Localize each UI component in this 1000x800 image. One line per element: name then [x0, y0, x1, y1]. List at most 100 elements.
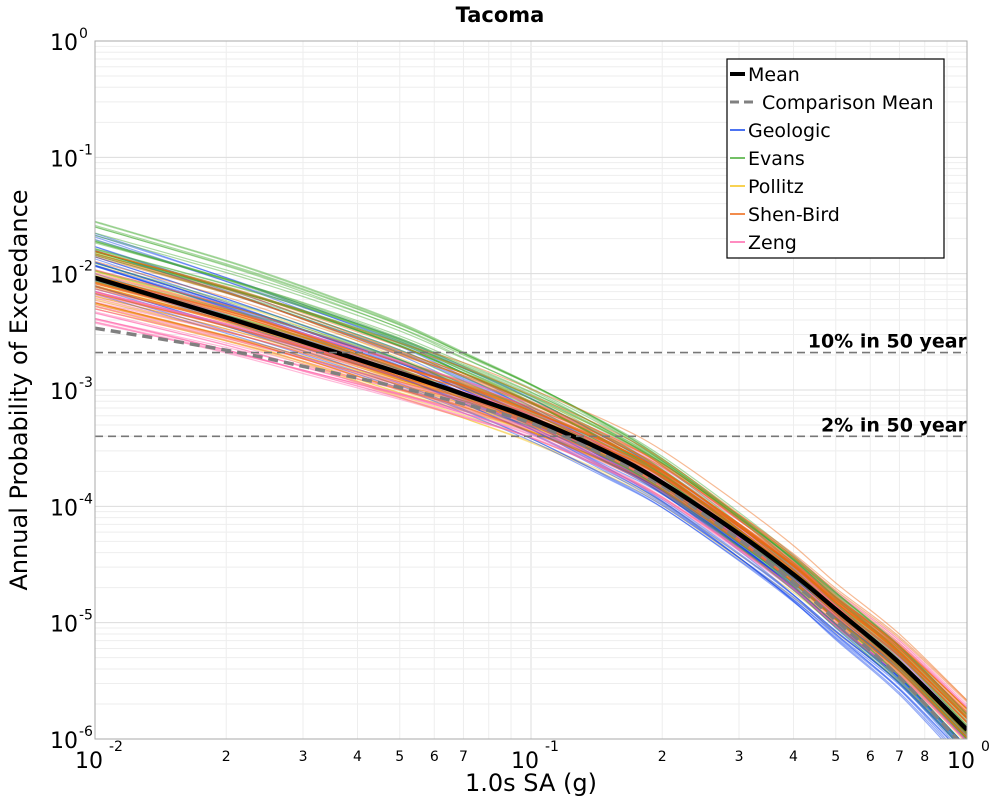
legend-item: Pollitz [730, 176, 804, 198]
x-minor-tick-label: 7 [895, 749, 904, 765]
series-curve [95, 250, 967, 701]
x-minor-tick-label: 5 [831, 749, 840, 765]
series-curve [95, 253, 967, 715]
series-line [95, 290, 967, 723]
x-tick-label: 10 [75, 749, 103, 774]
x-tick-exponent: -2 [109, 739, 123, 755]
x-minor-tick-label: 2 [658, 749, 667, 765]
legend-label: Shen-Bird [748, 204, 840, 226]
series-line [95, 275, 967, 720]
legend-item: Geologic [730, 120, 831, 142]
series-curve [95, 312, 965, 739]
y-tick-exponent: -6 [79, 724, 93, 740]
x-minor-tick-label: 2 [222, 749, 231, 765]
y-tick-label: 10 [50, 31, 78, 56]
series-curve [95, 305, 967, 733]
series-curve [95, 305, 967, 739]
legend-label: Mean [748, 64, 800, 86]
x-minor-tick-label: 5 [395, 749, 404, 765]
series-curve [95, 253, 967, 712]
series-curve [95, 248, 967, 715]
series-curve [95, 285, 967, 736]
series-curve [95, 275, 967, 719]
series-curve [95, 279, 967, 739]
series-mean [95, 275, 967, 732]
x-minor-tick-label: 7 [459, 749, 468, 765]
series-curve [95, 260, 967, 720]
y-tick-label: 10 [50, 380, 78, 405]
series-curve [95, 292, 967, 710]
y-tick-exponent: 0 [79, 26, 88, 42]
x-minor-tick-label: 8 [920, 749, 929, 765]
series-curve [95, 277, 967, 715]
x-minor-tick-label: 4 [789, 749, 798, 765]
series-curve [95, 224, 967, 728]
y-tick-exponent: -3 [79, 375, 93, 391]
series-curve [95, 302, 959, 739]
legend: Mean Comparison Mean Geologic Evans Pollitz S… [726, 58, 945, 259]
series-curve [95, 234, 967, 724]
legend-item: Comparison Mean [730, 92, 934, 114]
legend-label: Evans [748, 148, 805, 170]
legend-item: Mean [730, 64, 800, 86]
legend-label: Comparison Mean [762, 92, 934, 114]
series-line [95, 261, 961, 739]
y-tick-label: 10 [50, 496, 78, 521]
y-axis-label: Annual Probability of Exceedance [5, 189, 33, 590]
series-curve [95, 308, 967, 713]
series-curve [95, 294, 967, 713]
x-tick-label: 10 [511, 749, 539, 774]
y-tick-exponent: -4 [79, 491, 93, 507]
series-curve [95, 286, 967, 739]
series-curve [95, 280, 967, 739]
series-curve [95, 269, 967, 724]
reference-line-label: 2% in 50 year [821, 414, 968, 436]
x-minor-tick-label: 4 [353, 749, 362, 765]
series-curve [95, 302, 967, 733]
series-curve [95, 292, 967, 714]
x-minor-tick-label: 3 [735, 749, 744, 765]
y-tick-exponent: -1 [79, 142, 93, 158]
x-minor-tick-label: 6 [866, 749, 875, 765]
series-curve [95, 221, 967, 735]
chart-title: Tacoma [456, 3, 545, 27]
reference-line-label: 10% in 50 year [808, 331, 968, 353]
y-tick-exponent: -5 [79, 608, 93, 624]
series-curve [95, 308, 967, 709]
series-curve [95, 321, 967, 737]
series-curve [95, 319, 967, 729]
series-curve [95, 297, 967, 739]
x-minor-tick-label: 3 [299, 749, 308, 765]
x-tick-exponent: -1 [545, 739, 559, 755]
legend-item: Zeng [730, 232, 797, 254]
x-minor-tick-label: 6 [430, 749, 439, 765]
y-tick-label: 10 [50, 264, 78, 289]
series-curve [95, 312, 967, 739]
series-evans [95, 220, 967, 739]
series-curve [95, 283, 967, 739]
legend-label: Zeng [748, 232, 797, 254]
series-curve [95, 311, 967, 731]
legend-label: Geologic [748, 120, 831, 142]
series-curve [95, 272, 967, 738]
y-tick-label: 10 [50, 147, 78, 172]
y-tick-exponent: -2 [79, 259, 93, 275]
legend-box [726, 58, 945, 259]
x-axis-label: 1.0s SA (g) [465, 769, 597, 797]
series-curve [95, 242, 967, 722]
y-tick-label: 10 [50, 729, 78, 754]
x-tick-exponent: 0 [981, 739, 990, 755]
series-curve [95, 264, 958, 739]
series-curve [95, 248, 967, 719]
series-curve [95, 232, 967, 718]
series-curve [95, 302, 967, 731]
plot-frame [94, 40, 968, 740]
series-curve [95, 226, 967, 726]
series-curve [95, 253, 967, 739]
series-curve [95, 283, 967, 701]
series-curve [95, 308, 967, 731]
series-curve [95, 301, 967, 705]
curves-group [95, 220, 967, 739]
